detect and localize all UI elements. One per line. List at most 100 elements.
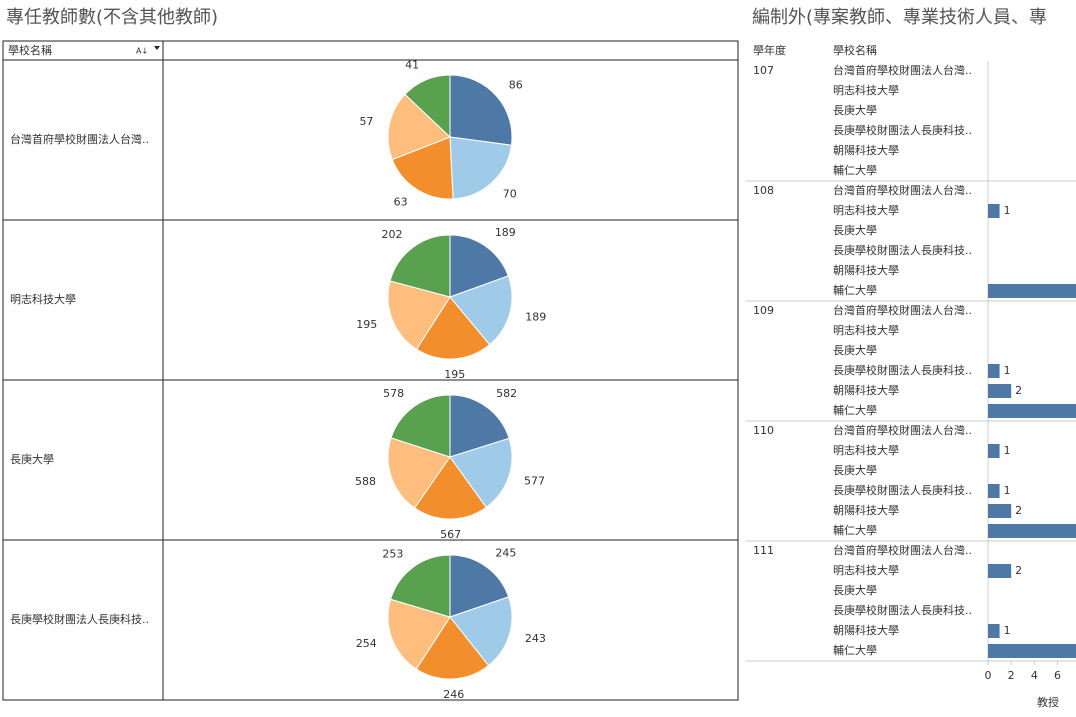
data-label: 567 [440,528,461,541]
x-tick-label: 0 [985,669,992,682]
category-label: 明志科技大學 [833,203,899,217]
chart-title: 編制外(專案教師、專業技術人員、專 [752,7,1047,28]
row-label: 台灣首府學校財團法人台灣.. [10,132,149,146]
pie-slice [387,280,451,350]
category-label: 明志科技大學 [833,443,899,457]
x-tick-label: 2 [1008,669,1015,682]
category-label: 朝陽科技大學 [833,263,899,277]
data-label: 195 [356,318,377,331]
category-label: 長庚學校財團法人長庚科技.. [833,483,972,497]
pie-slice [404,74,451,139]
table-frame [2,40,739,701]
category-label: 明志科技大學 [833,563,899,577]
category-label: 輔仁大學 [833,283,877,297]
bar [988,484,1000,498]
data-label: 1 [1004,444,1011,457]
data-label: 1 [1004,624,1011,637]
pie-slice [449,74,513,146]
category-label: 長庚大學 [833,463,877,477]
data-label: 189 [525,310,546,323]
group-label: 108 [753,184,774,197]
x-tick-label: 4 [1031,669,1038,682]
pie-slice [449,394,510,458]
group-label: 107 [753,64,774,77]
pie-slice [449,234,509,298]
bar [988,644,1076,658]
bar [988,624,1000,638]
data-label: 41 [405,58,419,71]
category-label: 長庚大學 [833,343,877,357]
bar [988,564,1012,578]
pie-slice [449,437,513,509]
category-label: 長庚學校財團法人長庚科技.. [833,243,972,257]
bar-area: 191291129219 [988,204,1076,658]
bar [988,204,1000,218]
row-label: 長庚大學 [10,452,54,466]
bar [988,404,1076,418]
category-label: 台灣首府學校財團法人台灣.. [833,423,972,437]
pie-slice [413,456,487,520]
data-label: 1 [1004,204,1011,217]
category-label: 朝陽科技大學 [833,623,899,637]
category-label: 台灣首府學校財團法人台灣.. [833,303,972,317]
data-label: 2 [1015,504,1022,517]
category-label: 輔仁大學 [833,523,877,537]
data-label: 245 [495,547,516,560]
pie-slice [415,296,491,360]
category-label: 輔仁大學 [833,643,877,657]
category-label: 朝陽科技大學 [833,383,899,397]
x-tick-label: 6 [1054,669,1061,682]
category-label: 台灣首府學校財團法人台灣.. [833,543,972,557]
pie-slice [387,93,451,161]
data-label: 2 [1015,384,1022,397]
category-label: 台灣首府學校財團法人台灣.. [833,63,972,77]
category-label: 輔仁大學 [833,163,877,177]
data-label: 189 [495,226,516,239]
pie-slice [389,234,451,298]
column-header: 學校名稱 [833,43,877,57]
pie-slice [389,554,451,618]
data-label: 1 [1004,484,1011,497]
row-label: 明志科技大學 [10,292,76,306]
data-label: 577 [524,475,545,488]
data-label: 2 [1015,564,1022,577]
bar [988,384,1012,398]
data-label: 86 [509,79,523,92]
category-label: 朝陽科技大學 [833,503,899,517]
pie-slice [449,275,513,346]
category-label: 長庚大學 [833,583,877,597]
bar [988,364,1000,378]
data-label: 195 [444,368,465,381]
data-label: 243 [525,632,546,645]
category-label: 朝陽科技大學 [833,143,899,157]
group-label: 110 [753,424,774,437]
pie-slice [387,598,451,670]
data-label: 588 [355,475,376,488]
dropdown-icon[interactable] [154,46,160,50]
group-label: 111 [753,544,774,557]
bar [988,444,1000,458]
data-label: 202 [382,228,403,241]
category-label: 輔仁大學 [833,403,877,417]
category-label: 明志科技大學 [833,83,899,97]
data-label: 1 [1004,364,1011,377]
data-label: 582 [496,387,517,400]
data-label: 70 [503,187,517,200]
category-label: 長庚學校財團法人長庚科技.. [833,603,972,617]
row-label: 長庚學校財團法人長庚科技.. [10,612,149,626]
category-label: 長庚學校財團法人長庚科技.. [833,363,972,377]
category-label: 台灣首府學校財團法人台灣.. [833,183,972,197]
bar [988,284,1076,298]
x-axis-label: 教授 [1037,695,1059,709]
pie-slice [391,136,454,200]
data-label: 578 [383,387,404,400]
chart-title: 專任教師數(不含其他教師) [6,7,218,28]
pie-slice [390,394,451,458]
data-label: 253 [382,547,403,560]
data-label: 246 [443,688,464,701]
pie-slice [387,437,451,509]
sort-icon[interactable]: A↓ [136,47,148,56]
category-label: 長庚大學 [833,103,877,117]
data-label: 254 [356,637,377,650]
